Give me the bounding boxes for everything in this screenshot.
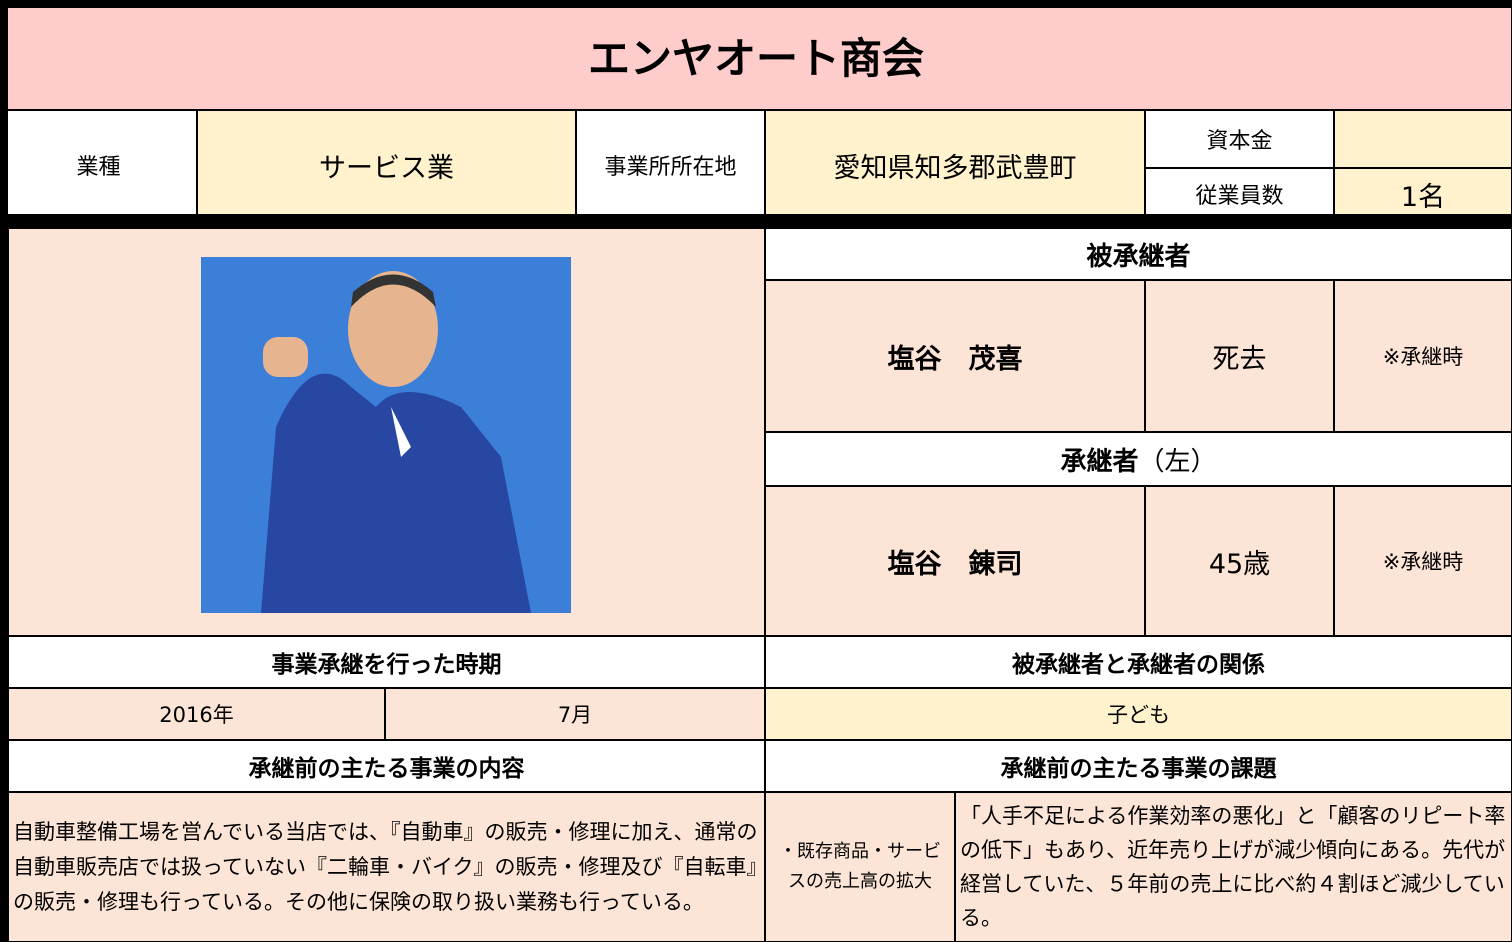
- predecessor-note: ※承継時: [1334, 280, 1512, 432]
- industry-label: 業種: [0, 110, 197, 220]
- successor-age: 45歳: [1145, 486, 1334, 636]
- divider: [0, 218, 1512, 228]
- predecessor-name: 塩谷 茂喜: [765, 280, 1145, 432]
- issues-heading: 承継前の主たる事業の課題: [765, 740, 1512, 792]
- business-heading: 承継前の主たる事業の内容: [8, 740, 765, 792]
- relation: 子ども: [765, 688, 1512, 740]
- capital-value: [1334, 110, 1512, 168]
- photo: [201, 257, 571, 613]
- issues-text: 「人手不足による作業効率の悪化」と「顧客のリピート率の低下」もあり、近年売り上げ…: [955, 792, 1512, 942]
- successor-heading-cell: 承継者 （左）: [765, 432, 1512, 486]
- predecessor-heading: 被承継者: [765, 228, 1512, 280]
- predecessor-age: 死去: [1145, 280, 1334, 432]
- issues-item: ・既存商品・サービスの売上高の拡大: [765, 792, 955, 942]
- successor-note: ※承継時: [1334, 486, 1512, 636]
- successor-heading: 承継者: [1060, 446, 1139, 477]
- timing-month: 7月: [385, 688, 765, 740]
- industry: サービス業: [197, 110, 576, 220]
- capital-label: 資本金: [1145, 110, 1334, 168]
- timing-heading: 事業承継を行った時期: [8, 636, 765, 688]
- employees: 1名: [1334, 168, 1512, 220]
- left-border: [0, 228, 8, 942]
- photo-area: [8, 228, 765, 636]
- successor-heading-note: （左）: [1138, 446, 1217, 477]
- title: エンヤオート商会: [0, 0, 1512, 110]
- employees-label: 従業員数: [1145, 168, 1334, 220]
- relation-heading: 被承継者と承継者の関係: [765, 636, 1512, 688]
- timing-year: 2016年: [8, 688, 385, 740]
- successor-name: 塩谷 錬司: [765, 486, 1145, 636]
- location: 愛知県知多郡武豊町: [765, 110, 1145, 220]
- business-text: 自動車整備工場を営んでいる当店では、『自動車』の販売・修理に加え、通常の自動車販…: [8, 792, 765, 942]
- location-label: 事業所所在地: [576, 110, 765, 220]
